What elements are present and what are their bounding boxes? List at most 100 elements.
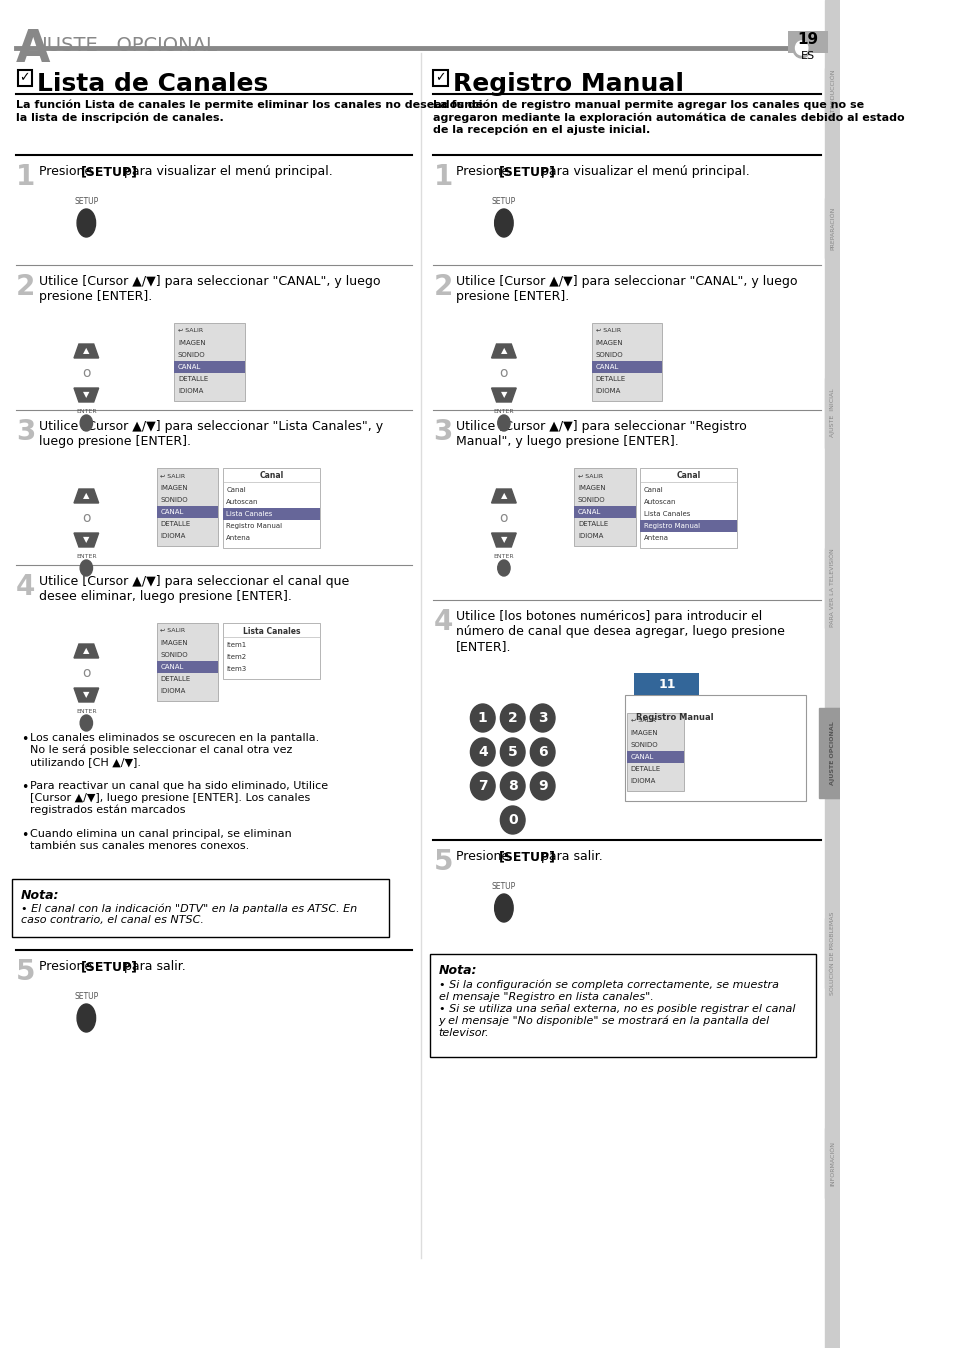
Text: CANAL: CANAL	[630, 754, 654, 760]
Bar	[17, 70, 31, 86]
Text: Presione: Presione	[39, 164, 96, 178]
FancyBboxPatch shape	[592, 361, 661, 373]
Circle shape	[470, 704, 495, 732]
Text: o: o	[82, 511, 91, 524]
FancyBboxPatch shape	[156, 661, 218, 673]
Text: SETUP: SETUP	[74, 992, 98, 1002]
Ellipse shape	[80, 415, 92, 431]
Text: Presione: Presione	[39, 960, 96, 973]
Bar	[823, 377, 840, 448]
Text: SOLUCIÓN DE PROBLEMAS: SOLUCIÓN DE PROBLEMAS	[829, 911, 834, 995]
Text: Registro Manual: Registro Manual	[636, 713, 713, 723]
Text: 2: 2	[507, 710, 517, 725]
Text: 5: 5	[507, 745, 517, 759]
Polygon shape	[491, 388, 516, 402]
Text: 4: 4	[477, 745, 487, 759]
Text: A: A	[16, 28, 51, 71]
Text: Lista Canales: Lista Canales	[242, 627, 300, 635]
Text: PARA VER LA TELEVISIÓN: PARA VER LA TELEVISIÓN	[829, 549, 834, 627]
Text: ↩ SALIR: ↩ SALIR	[178, 329, 203, 333]
Text: 3: 3	[16, 418, 35, 446]
Text: 8: 8	[507, 779, 517, 793]
Text: •: •	[21, 733, 29, 745]
Text: Presione: Presione	[456, 851, 513, 863]
Text: Para reactivar un canal que ha sido eliminado, Utilice
[Cursor ▲/▼], luego presi: Para reactivar un canal que ha sido elim…	[30, 780, 328, 814]
FancyBboxPatch shape	[156, 468, 218, 546]
Text: ENTER: ENTER	[493, 554, 514, 559]
Text: SETUP: SETUP	[491, 882, 516, 891]
Text: ES: ES	[800, 51, 814, 61]
Text: Utilice [Cursor ▲/▼] para seleccionar "Lista Canales", y
luego presione [ENTER].: Utilice [Cursor ▲/▼] para seleccionar "L…	[39, 421, 382, 448]
Text: o: o	[499, 511, 508, 524]
Text: Utilice [Cursor ▲/▼] para seleccionar "CANAL", y luego
presione [ENTER].: Utilice [Cursor ▲/▼] para seleccionar "C…	[456, 275, 797, 303]
Text: •: •	[21, 780, 29, 794]
Text: [SETUP]: [SETUP]	[81, 164, 138, 178]
Polygon shape	[74, 644, 98, 658]
Bar	[823, 918, 840, 988]
FancyBboxPatch shape	[574, 506, 636, 518]
Text: para salir.: para salir.	[537, 851, 602, 863]
Text: DETALLE: DETALLE	[630, 766, 660, 772]
Text: ▲: ▲	[500, 346, 507, 356]
Text: Canal: Canal	[643, 487, 663, 493]
Text: SONIDO: SONIDO	[578, 497, 605, 503]
Bar	[823, 67, 840, 119]
Text: 5: 5	[433, 848, 453, 876]
Circle shape	[500, 772, 524, 799]
Circle shape	[530, 737, 555, 766]
Text: IDIOMA: IDIOMA	[160, 687, 186, 694]
Text: SONIDO: SONIDO	[160, 652, 188, 658]
FancyBboxPatch shape	[174, 361, 245, 373]
Polygon shape	[74, 532, 98, 547]
Text: DETALLE: DETALLE	[178, 376, 208, 381]
FancyBboxPatch shape	[624, 696, 805, 801]
Bar	[823, 549, 840, 628]
Text: ↩ SALIR: ↩ SALIR	[160, 473, 185, 479]
Ellipse shape	[495, 209, 513, 237]
Text: Cuando elimina un canal principal, se eliminan
también sus canales menores conex: Cuando elimina un canal principal, se el…	[30, 829, 292, 851]
Text: ▲: ▲	[83, 647, 90, 655]
Text: Antena: Antena	[643, 535, 668, 541]
FancyBboxPatch shape	[626, 713, 684, 791]
Text: INTRODUCCIÓN: INTRODUCCIÓN	[829, 69, 834, 117]
Bar	[823, 198, 840, 257]
Text: La función de registro manual permite agregar los canales que no se
agregaron me: La función de registro manual permite ag…	[433, 100, 904, 135]
Text: PREPARACIÓN: PREPARACIÓN	[829, 206, 834, 249]
Text: [SETUP]: [SETUP]	[81, 960, 138, 973]
Text: Presione: Presione	[456, 164, 513, 178]
Text: Lista Canales: Lista Canales	[226, 511, 273, 518]
Polygon shape	[491, 344, 516, 359]
Text: o: o	[82, 367, 91, 380]
Bar	[823, 708, 840, 798]
Text: ↩ SALIR: ↩ SALIR	[630, 718, 656, 724]
Text: AJUSTE OPCIONAL: AJUSTE OPCIONAL	[829, 721, 834, 785]
Text: 4: 4	[16, 573, 35, 601]
Text: ▲: ▲	[83, 346, 90, 356]
Text: Utilice [los botones numéricos] para introducir el
número de canal que desea agr: Utilice [los botones numéricos] para int…	[456, 611, 784, 652]
Text: ✓: ✓	[435, 71, 445, 85]
Text: SONIDO: SONIDO	[630, 741, 658, 748]
Polygon shape	[74, 388, 98, 402]
Text: ▼: ▼	[83, 690, 90, 700]
Text: Canal: Canal	[259, 472, 283, 480]
Text: IDIOMA: IDIOMA	[178, 388, 203, 394]
Text: para salir.: para salir.	[120, 960, 186, 973]
Text: Lista de Canales: Lista de Canales	[37, 71, 268, 96]
Text: IDIOMA: IDIOMA	[630, 778, 656, 785]
Polygon shape	[74, 489, 98, 503]
Ellipse shape	[495, 894, 513, 922]
Text: ✓: ✓	[19, 71, 30, 85]
FancyBboxPatch shape	[574, 468, 636, 546]
Text: item3: item3	[226, 666, 247, 673]
Text: Los canales eliminados se oscurecen en la pantalla.
No le será posible seleccion: Los canales eliminados se oscurecen en l…	[30, 733, 319, 767]
Text: CANAL: CANAL	[160, 665, 184, 670]
Text: item2: item2	[226, 654, 246, 661]
FancyBboxPatch shape	[634, 673, 699, 696]
Text: IMAGEN: IMAGEN	[595, 340, 622, 346]
Bar	[819, 708, 840, 798]
Text: 6: 6	[537, 745, 547, 759]
Text: DETALLE: DETALLE	[595, 376, 625, 381]
FancyBboxPatch shape	[223, 623, 319, 679]
Text: ↩ SALIR: ↩ SALIR	[160, 628, 185, 634]
Ellipse shape	[80, 714, 92, 731]
